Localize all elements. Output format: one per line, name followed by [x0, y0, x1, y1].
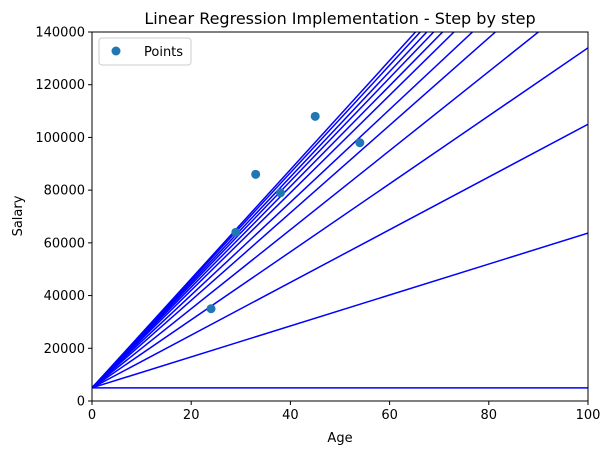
x-axis-ticks: 0 20 40 60 80 100 — [88, 401, 601, 423]
regression-line-8 — [92, 32, 444, 389]
data-point — [310, 111, 320, 121]
legend: Points — [98, 37, 192, 66]
regression-line-10 — [92, 32, 428, 389]
data-point — [275, 188, 285, 198]
legend-label-points: Points — [144, 45, 183, 60]
x-tick-label: 40 — [282, 408, 299, 423]
y-tick-label: 0 — [77, 395, 85, 410]
y-tick-label: 80000 — [44, 184, 85, 199]
y-tick-label: 120000 — [35, 78, 85, 93]
chart-title: Linear Regression Implementation - Step … — [144, 9, 535, 28]
regression-line-4 — [92, 32, 540, 389]
regression-line-6 — [92, 32, 474, 389]
x-tick-label: 60 — [381, 408, 398, 423]
regression-line-1 — [92, 232, 588, 389]
regression-line-9 — [92, 32, 435, 389]
legend-marker — [111, 46, 121, 56]
data-point — [251, 169, 261, 179]
x-tick-label: 20 — [183, 408, 200, 423]
plot-frame — [91, 31, 589, 402]
x-tick-label: 80 — [481, 408, 498, 423]
regression-line-7 — [92, 32, 456, 389]
data-points — [206, 111, 365, 314]
y-tick-label: 20000 — [44, 342, 85, 357]
y-tick-label: 60000 — [44, 236, 85, 251]
data-point — [206, 304, 216, 314]
y-tick-label: 140000 — [35, 26, 85, 41]
y-axis-label: Salary — [11, 195, 26, 236]
y-tick-label: 40000 — [44, 289, 85, 304]
regression-line-3 — [92, 47, 588, 389]
x-tick-label: 0 — [88, 408, 96, 423]
x-tick-label: 100 — [576, 408, 601, 423]
regression-line-5 — [92, 32, 497, 389]
y-tick-label: 100000 — [35, 131, 85, 146]
x-axis-label: Age — [327, 431, 352, 446]
regression-line-11 — [92, 32, 422, 389]
y-axis-ticks: 0 20000 40000 60000 80000 100000 120000 140000 — [35, 26, 92, 410]
regression-line-2 — [92, 123, 588, 389]
data-point — [355, 138, 365, 148]
regression-lines — [92, 32, 588, 389]
legend-box — [98, 37, 192, 66]
data-point — [231, 227, 241, 237]
regression-line-12 — [92, 32, 417, 389]
